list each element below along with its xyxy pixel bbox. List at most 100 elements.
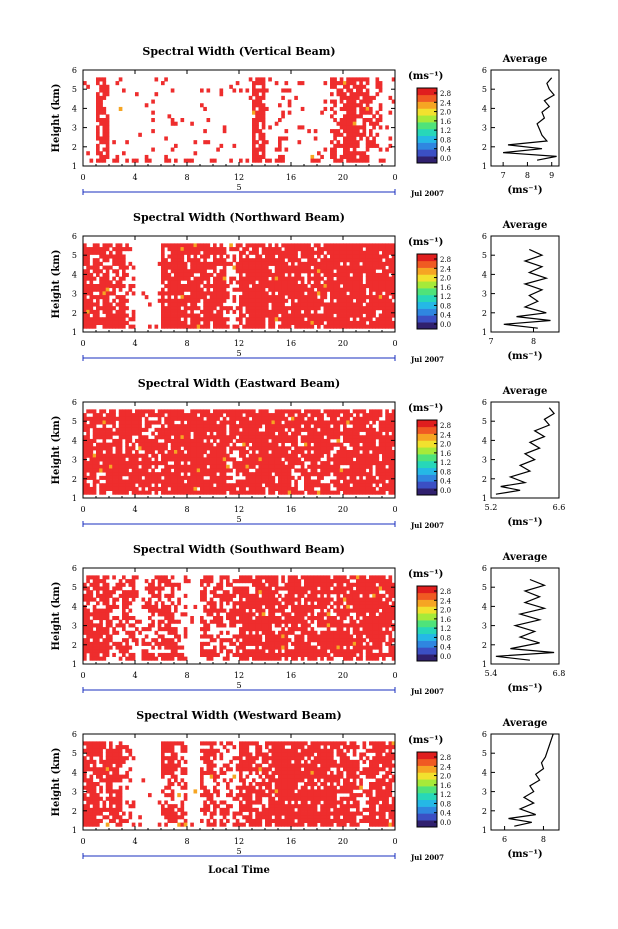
heatmap-cell — [336, 320, 341, 326]
heatmap-cell — [317, 431, 321, 436]
heatmap-cell — [216, 416, 220, 421]
colorbar-tick-label: 2.4 — [440, 265, 452, 273]
heatmap-cell — [346, 125, 350, 130]
heatmap-cell — [102, 298, 107, 303]
heatmap-cell — [307, 272, 311, 278]
heatmap-cell — [343, 118, 347, 123]
heatmap-cell — [219, 424, 224, 429]
heatmap-cell — [226, 601, 230, 606]
heatmap-cell — [200, 420, 204, 425]
y-tick-label: 6 — [72, 232, 77, 241]
heatmap-cell — [359, 479, 363, 484]
heatmap-cell — [125, 243, 129, 248]
heatmap-cell — [92, 457, 97, 462]
heatmap-cell — [297, 265, 302, 270]
heatmap-cell — [252, 309, 256, 314]
heatmap-cell — [151, 472, 155, 477]
colorbar-tick-label: 1.2 — [440, 293, 451, 301]
heatmap-cell — [252, 453, 256, 458]
heatmap-cell — [219, 649, 224, 654]
heatmap-cell — [229, 475, 233, 480]
heatmap-cell — [339, 431, 344, 436]
heatmap-cell — [336, 295, 341, 300]
heatmap-cell — [203, 320, 207, 326]
heatmap-cell — [258, 461, 263, 466]
heatmap-cell — [375, 446, 380, 451]
heatmap-cell — [339, 324, 344, 329]
heatmap-cell — [352, 140, 357, 145]
heatmap-cell — [352, 483, 357, 488]
heatmap-cell — [118, 649, 123, 654]
heatmap-cell — [174, 490, 178, 495]
heatmap-cell — [265, 309, 269, 314]
heatmap-cell — [219, 88, 224, 93]
heatmap-cell — [248, 302, 253, 307]
heatmap-cell — [118, 258, 123, 263]
heatmap-cell — [291, 302, 295, 307]
heatmap-cell — [157, 612, 162, 617]
heatmap-cell — [102, 88, 107, 93]
heatmap-cell — [115, 464, 120, 469]
heatmap-cell — [118, 431, 123, 436]
heatmap-cell — [164, 265, 168, 270]
heatmap-cell — [226, 649, 230, 654]
heatmap-cell — [388, 324, 393, 329]
heatmap-cell — [177, 261, 181, 266]
heatmap-cell — [213, 438, 217, 444]
heatmap-cell — [200, 269, 204, 274]
heatmap-cell — [112, 464, 116, 469]
heatmap-cell — [183, 627, 188, 632]
heatmap-cell — [196, 427, 201, 432]
heatmap-cell — [372, 431, 376, 436]
heatmap-cell — [258, 442, 263, 447]
heatmap-cell — [190, 446, 194, 451]
heatmap-cell — [343, 147, 347, 152]
heatmap-cell — [391, 438, 396, 444]
heatmap-cell — [128, 317, 133, 322]
heatmap-cell — [170, 590, 175, 595]
heatmap-cell — [339, 95, 344, 100]
heatmap-cell — [239, 619, 243, 624]
heatmap-cell — [313, 295, 318, 300]
heatmap-cell — [242, 652, 246, 658]
heatmap-cell — [349, 261, 354, 266]
heatmap-cell — [287, 424, 292, 429]
heatmap-cell — [161, 272, 165, 278]
heatmap-cell — [310, 276, 315, 281]
heatmap-cell — [183, 464, 188, 469]
heatmap-cell — [128, 579, 133, 584]
heatmap-cell — [151, 579, 155, 584]
heatmap-cell — [294, 302, 298, 307]
heatmap-cell — [209, 435, 214, 440]
heatmap-cell — [333, 302, 337, 307]
heatmap-cell — [115, 261, 120, 266]
heatmap-cell — [365, 309, 370, 314]
heatmap-cell — [385, 413, 389, 418]
heatmap-cell — [265, 298, 269, 303]
heatmap-cell — [131, 593, 136, 598]
heatmap-cell — [89, 645, 94, 650]
heatmap-cell — [131, 464, 136, 469]
heatmap-cell — [206, 608, 211, 613]
heatmap-cell — [174, 287, 178, 292]
heatmap-cell — [105, 486, 110, 492]
y-tick-label: 5 — [72, 417, 77, 426]
heatmap-cell — [352, 136, 357, 141]
heatmap-cell — [131, 291, 136, 296]
heatmap-cell — [187, 313, 191, 318]
heatmap-cell — [307, 490, 311, 495]
heatmap-cell — [203, 457, 207, 462]
heatmap-cell — [242, 627, 246, 632]
heatmap-cell — [154, 435, 159, 440]
heatmap-cell — [148, 627, 152, 632]
heatmap-cell — [170, 118, 175, 123]
heatmap-cell — [112, 586, 116, 591]
heatmap-cell — [265, 427, 269, 432]
heatmap-cell — [213, 254, 217, 259]
heatmap-cell — [378, 287, 383, 292]
heatmap-cell — [226, 317, 230, 322]
heatmap-cell — [252, 442, 256, 447]
heatmap-cell — [92, 461, 97, 466]
heatmap-cell — [193, 280, 198, 285]
heatmap-cell — [326, 424, 331, 429]
